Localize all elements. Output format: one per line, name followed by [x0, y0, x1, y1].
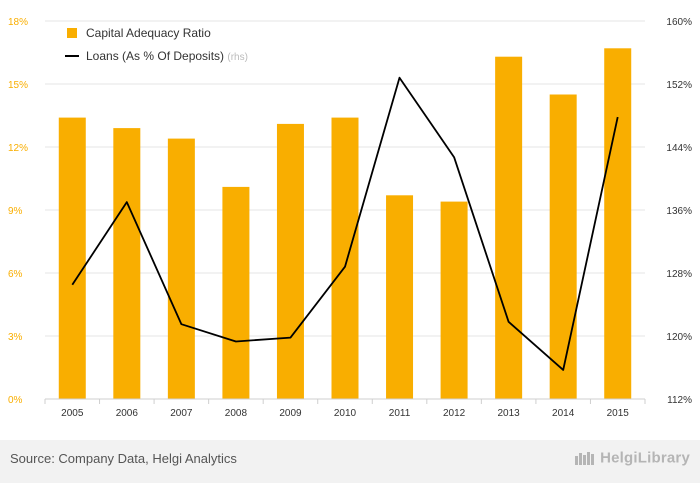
- library-icon: [575, 452, 595, 466]
- x-tick-label: 2005: [61, 408, 84, 419]
- y-left-tick-label: 18%: [8, 17, 28, 28]
- y-right-tick-label: 120%: [666, 332, 692, 343]
- x-tick-label: 2015: [607, 408, 630, 419]
- x-tick-label: 2010: [334, 408, 357, 419]
- y-right-tick-label: 160%: [666, 17, 692, 28]
- x-tick-label: 2007: [170, 408, 193, 419]
- x-tick-label: 2008: [225, 408, 248, 419]
- bar: [386, 195, 414, 399]
- y-right-tick-label: 144%: [666, 143, 692, 154]
- y-left-tick-label: 15%: [8, 80, 28, 91]
- legend-swatch-bar: [67, 28, 77, 38]
- bar: [604, 48, 632, 400]
- x-tick-label: 2009: [279, 408, 302, 419]
- y-right-tick-label: 136%: [666, 206, 692, 217]
- y-left-tick-label: 6%: [8, 269, 23, 280]
- legend-line-suffix: (rhs): [227, 52, 248, 63]
- chart-svg: 0% 3% 6% 9% 12% 15% 18% 112% 120% 128% 136% 144% 152…: [8, 17, 692, 419]
- bar: [113, 128, 141, 399]
- chart-area: 0% 3% 6% 9% 12% 15% 18% 112% 120% 128% 136% 144% 152…: [8, 17, 692, 419]
- y-left-tick-label: 3%: [8, 332, 23, 343]
- y-right-tick-label: 152%: [666, 80, 692, 91]
- y-left-tick-label: 0%: [8, 395, 23, 406]
- source-text: Source: Company Data, Helgi Analytics: [10, 451, 237, 466]
- x-tick-label: 2011: [389, 408, 411, 419]
- footer-bar: Source: Company Data, Helgi Analytics He…: [0, 440, 700, 483]
- loans-line: [71, 76, 619, 371]
- x-tick-label: 2013: [498, 408, 521, 419]
- legend-label-bar: Capital Adequacy Ratio: [86, 26, 211, 40]
- bar: [331, 117, 359, 399]
- bar: [276, 123, 304, 400]
- bar: [167, 138, 195, 399]
- y-right-tick-label: 112%: [667, 395, 692, 406]
- x-tick-label: 2014: [552, 408, 575, 419]
- y-right-tick-label: 128%: [666, 269, 692, 280]
- brand-logo: HelgiLibrary: [574, 449, 690, 467]
- y-left-tick-label: 12%: [8, 143, 28, 154]
- legend-line-name: Loans (As % Of Deposits): [86, 49, 227, 63]
- x-tick-label: 2012: [443, 408, 466, 419]
- brand-name: HelgiLibrary: [600, 449, 690, 467]
- bar: [58, 117, 86, 399]
- bar: [549, 94, 577, 399]
- bar: [222, 186, 250, 399]
- legend-label-line: Loans (As % Of Deposits) (rhs): [86, 49, 248, 63]
- bar: [495, 56, 523, 399]
- bar: [440, 201, 468, 399]
- y-left-tick-label: 9%: [8, 206, 23, 217]
- x-tick-label: 2006: [116, 408, 139, 419]
